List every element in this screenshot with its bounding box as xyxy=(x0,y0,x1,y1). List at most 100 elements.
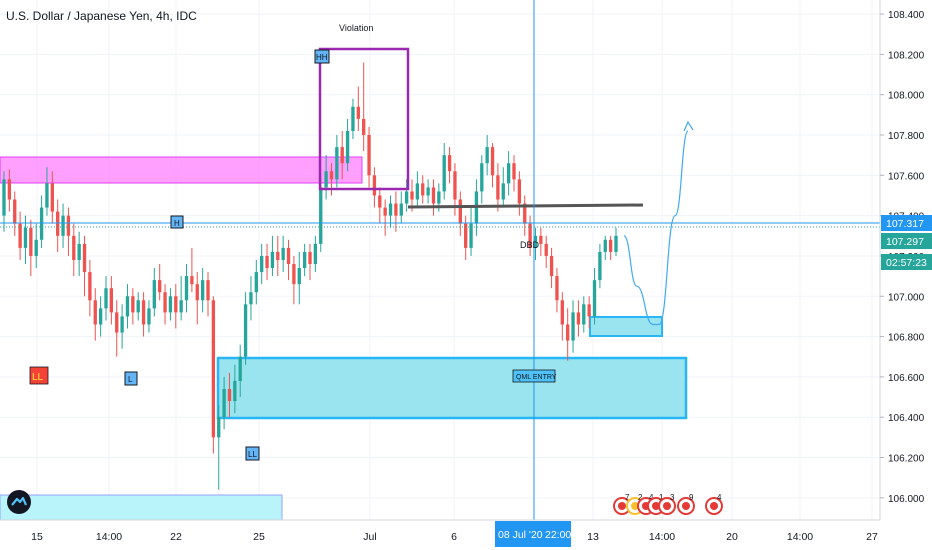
candle-body xyxy=(29,227,33,256)
ll-marker[interactable] xyxy=(245,446,260,461)
candle-body xyxy=(496,175,500,200)
price-label-badge xyxy=(881,215,932,231)
candle-body xyxy=(233,380,237,402)
candle-body xyxy=(61,215,65,236)
price-axis[interactable] xyxy=(880,0,932,550)
candle-body xyxy=(506,163,511,184)
crosshair-time-label: 22:00 xyxy=(545,529,571,541)
l-label: L xyxy=(128,375,133,384)
y-tick-label: 107.600 xyxy=(888,171,925,182)
candle-body xyxy=(372,175,377,196)
candle-body xyxy=(598,251,602,281)
x-tick-label: 13 xyxy=(587,531,599,543)
candle-body xyxy=(260,255,264,273)
x-tick-label: 14:00 xyxy=(787,531,813,543)
candle-body xyxy=(34,239,38,256)
candle-body xyxy=(168,296,173,313)
candle-body xyxy=(340,147,344,164)
qml-entry-marker[interactable] xyxy=(512,369,556,383)
demand-zone-small[interactable] xyxy=(589,316,663,337)
y-tick-label: 106.000 xyxy=(888,494,925,505)
price-label-badge xyxy=(881,233,932,249)
candle-body xyxy=(308,251,312,265)
price-axis-labels: 107.317 107.297 02:57:23 xyxy=(881,215,932,270)
candle-body xyxy=(13,199,17,224)
forecast-path[interactable] xyxy=(623,130,689,326)
candle-body xyxy=(528,223,532,248)
candle-body xyxy=(517,179,522,204)
candle-body xyxy=(243,304,248,357)
price-label-text: 107.297 xyxy=(886,236,924,248)
candle-body xyxy=(587,304,591,317)
candle-body xyxy=(603,239,607,252)
y-tick-label: 108.000 xyxy=(888,91,925,102)
candle-body xyxy=(141,300,146,325)
candle-body xyxy=(292,264,296,285)
candle-body xyxy=(329,171,334,180)
chart-pane[interactable] xyxy=(0,0,880,520)
l-marker[interactable] xyxy=(124,371,138,386)
candle-body xyxy=(437,191,441,204)
candle-body xyxy=(582,304,586,325)
violation-box[interactable] xyxy=(318,47,410,191)
candle-body xyxy=(249,292,253,305)
time-axis[interactable] xyxy=(0,520,880,550)
candle-body xyxy=(378,195,382,208)
candle-body xyxy=(98,308,103,325)
candle-body xyxy=(227,388,232,402)
candle-body xyxy=(88,272,92,301)
hh-marker[interactable] xyxy=(314,49,330,64)
candle-body xyxy=(50,183,54,212)
ll-red-marker[interactable] xyxy=(29,366,49,385)
ll-red-label: LL xyxy=(32,372,44,383)
resistance-line[interactable] xyxy=(407,203,644,209)
x-tick-label: 14:00 xyxy=(96,531,122,543)
candle-body xyxy=(93,300,97,325)
event-count-label: 4 xyxy=(717,493,722,502)
candle-body xyxy=(576,312,581,325)
hh-label: HH xyxy=(316,53,328,62)
tradingview-logo-icon[interactable] xyxy=(7,490,31,514)
candle-body xyxy=(18,223,22,248)
violation-label: Violation xyxy=(339,23,373,33)
candle-body xyxy=(297,268,301,285)
candle-body xyxy=(431,187,436,204)
h-marker[interactable] xyxy=(170,215,184,229)
candle-body xyxy=(206,280,210,301)
y-tick-label: 106.800 xyxy=(888,333,925,344)
x-tick-label: 6 xyxy=(451,531,457,543)
candle-body xyxy=(324,171,328,188)
candle-body xyxy=(313,243,318,265)
candle-body xyxy=(195,284,199,301)
candle-body xyxy=(158,280,162,293)
candle-body xyxy=(120,316,124,333)
demand-zone-bottom[interactable] xyxy=(0,494,283,521)
candle-body xyxy=(453,171,457,200)
demand-zone-main[interactable] xyxy=(216,356,688,420)
candle-body xyxy=(356,106,360,119)
candle-body xyxy=(254,272,258,293)
candle-body xyxy=(238,356,242,381)
candle-body xyxy=(217,417,221,438)
candle-body xyxy=(362,118,366,136)
candle-body xyxy=(319,187,323,244)
price-label-text: 02:57:23 xyxy=(886,257,927,269)
candle-body xyxy=(458,199,462,224)
candle-body xyxy=(447,155,452,172)
crosshair-date-badge xyxy=(495,521,571,547)
y-tick-label: 106.200 xyxy=(888,454,925,465)
time-axis-ticks: 15 14:00 22 25 Jul 6 13 14:00 20 14:00 27 xyxy=(31,531,878,543)
candle-body xyxy=(335,147,339,180)
event-flag-dot xyxy=(618,502,626,510)
candle-body xyxy=(566,324,570,341)
forecast-arrowhead xyxy=(683,120,694,132)
y-tick-label: 108.200 xyxy=(888,50,925,61)
event-count-label: 1 xyxy=(659,493,664,502)
candle-body xyxy=(152,280,156,309)
candle-body xyxy=(469,223,473,248)
supply-zone[interactable] xyxy=(0,156,363,184)
vertical-gridlines xyxy=(36,0,873,520)
candle-body xyxy=(125,296,130,317)
